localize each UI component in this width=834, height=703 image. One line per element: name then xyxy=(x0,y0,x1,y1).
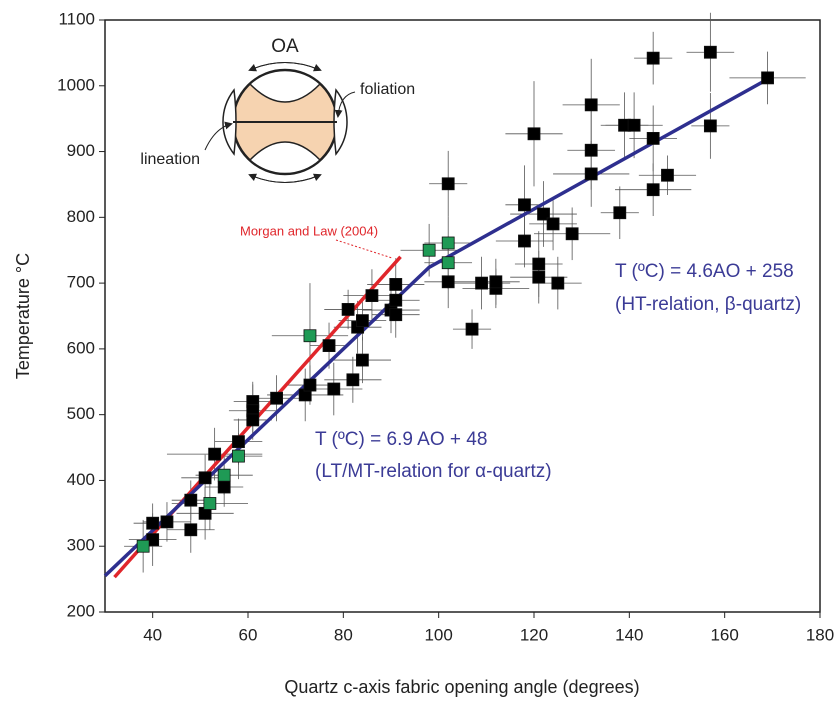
inset-lobe xyxy=(248,141,322,175)
data-point xyxy=(565,227,579,241)
inset-arrow xyxy=(248,62,321,72)
data-point xyxy=(465,322,479,336)
data-point xyxy=(761,71,774,85)
inset-arrow xyxy=(204,121,233,151)
data-point xyxy=(703,119,717,133)
data-point xyxy=(584,167,598,181)
x-tick-label: 40 xyxy=(143,625,162,644)
data-point xyxy=(322,339,336,353)
data-point xyxy=(146,533,160,547)
data-point xyxy=(355,314,369,328)
data-point xyxy=(646,51,660,65)
data-point xyxy=(441,275,455,289)
y-tick-label: 600 xyxy=(67,338,95,357)
data-point xyxy=(232,435,245,449)
data-point xyxy=(136,539,150,553)
data-point xyxy=(441,256,455,270)
data-point xyxy=(532,270,546,284)
data-point xyxy=(232,449,245,463)
data-point xyxy=(584,98,598,112)
plot-frame xyxy=(104,19,821,613)
data-point xyxy=(203,497,217,510)
data-point xyxy=(303,378,317,392)
inset-arrow xyxy=(248,173,321,183)
data-point xyxy=(489,275,503,289)
data-point xyxy=(146,516,160,530)
annotation-leader xyxy=(335,239,393,259)
y-tick-label: 1000 xyxy=(57,75,95,94)
data-point xyxy=(703,45,717,59)
x-axis-label: Quartz c-axis fabric opening angle (degr… xyxy=(284,677,639,697)
data-point xyxy=(627,118,641,132)
data-point xyxy=(613,206,627,220)
y-tick-label: 500 xyxy=(67,404,95,423)
y-tick-label: 400 xyxy=(67,470,95,489)
x-tick-label: 80 xyxy=(334,625,353,644)
x-tick-label: 120 xyxy=(520,625,548,644)
inset-lobe xyxy=(333,88,348,156)
y-axis-label: Temperature °C xyxy=(13,253,33,379)
x-tick-label: 140 xyxy=(615,625,643,644)
data-point xyxy=(327,382,341,396)
data-point xyxy=(389,278,403,291)
data-point xyxy=(217,468,231,482)
data-point xyxy=(646,131,660,145)
inset-label: lineation xyxy=(140,151,200,168)
data-point xyxy=(160,515,174,529)
data-point xyxy=(422,243,436,257)
data-point xyxy=(646,183,660,197)
data-point xyxy=(355,353,369,367)
plot-area: 40 60 80 100 120 140 160 180 200 300 400 500 600 700 8… xyxy=(57,9,834,644)
data-point xyxy=(532,257,546,271)
y-tick-label: 200 xyxy=(67,601,95,620)
x-tick-label: 100 xyxy=(424,625,452,644)
annotation: (HT-relation, β-quartz) xyxy=(615,294,801,315)
data-point xyxy=(246,413,260,427)
data-point xyxy=(546,217,560,231)
inset-diagram: OA foliation lineation xyxy=(140,36,415,183)
annotation: (LT/MT-relation for α-quartz) xyxy=(315,461,552,482)
data-point xyxy=(441,236,455,250)
inset-lobe xyxy=(248,69,322,103)
inset-label: OA xyxy=(271,36,299,57)
data-point xyxy=(475,276,488,290)
data-point xyxy=(389,293,403,307)
data-point xyxy=(441,177,455,191)
data-point xyxy=(198,471,212,485)
data-point xyxy=(341,303,355,316)
inset-arrow xyxy=(334,91,356,118)
data-point xyxy=(518,198,531,212)
data-point xyxy=(184,523,198,537)
inset-label: foliation xyxy=(360,81,415,98)
x-tick-label: 160 xyxy=(710,625,738,644)
x-tick-label: 180 xyxy=(806,625,834,644)
data-point xyxy=(208,447,222,461)
data-point xyxy=(537,207,550,221)
y-tick-label: 900 xyxy=(67,141,95,160)
y-tick-label: 700 xyxy=(67,273,95,292)
data-point xyxy=(346,373,360,387)
data-point xyxy=(270,391,284,405)
data-point xyxy=(217,480,231,494)
data-point xyxy=(365,289,379,303)
annotation: Morgan and Law (2004) xyxy=(240,223,378,238)
x-tick-label: 60 xyxy=(239,625,258,644)
annotation: T (ºC) = 6.9 AO + 48 xyxy=(315,429,487,450)
data-point xyxy=(551,276,565,290)
data-point xyxy=(518,234,531,248)
y-tick-label: 800 xyxy=(67,207,95,226)
annotation: T (ºC) = 4.6AO + 258 xyxy=(615,261,794,282)
data-point xyxy=(389,308,403,322)
data-point xyxy=(303,329,317,343)
y-tick-label: 1100 xyxy=(58,9,95,28)
data-point xyxy=(527,127,541,141)
y-tick-label: 300 xyxy=(67,536,95,555)
data-point xyxy=(184,493,198,507)
data-point xyxy=(661,168,674,182)
data-point xyxy=(584,143,598,157)
